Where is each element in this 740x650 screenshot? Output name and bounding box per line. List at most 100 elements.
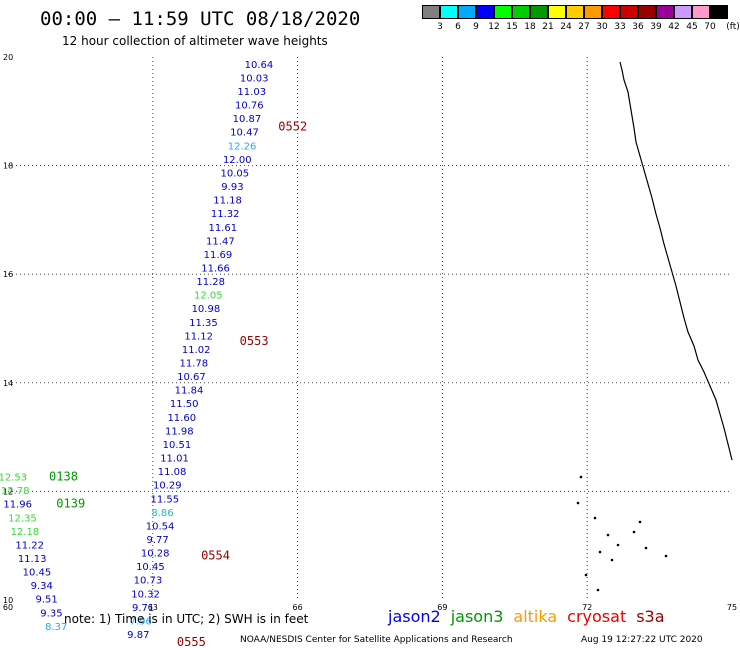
x-tick-label: 75 [727, 603, 737, 612]
wave-height-value: 12.78 [1, 486, 30, 497]
x-tick-label: 63 [148, 603, 158, 612]
wave-height-value: 11.01 [160, 454, 189, 465]
legend-unit: (ft) [726, 22, 740, 32]
island [644, 546, 648, 550]
wave-height-value: 11.78 [180, 359, 209, 370]
wave-height-value: 10.76 [235, 101, 264, 112]
wave-height-value: 9.35 [40, 608, 62, 619]
wave-height-value: 12.00 [223, 155, 252, 166]
legend-label: 24 [560, 22, 572, 32]
legend-swatch [476, 5, 494, 19]
legend-swatch [422, 5, 440, 19]
wave-height-value: 12.05 [194, 291, 223, 302]
wave-height-value: 12.18 [11, 527, 40, 538]
map-title: 00:00 – 11:59 UTC 08/18/2020 [40, 8, 361, 30]
wave-height-value: 9.93 [221, 182, 243, 193]
wave-height-value: 11.96 [3, 500, 32, 511]
wave-height-value: 7.96 [130, 616, 152, 627]
y-tick-label: 20 [3, 53, 13, 62]
island [598, 550, 602, 554]
island [610, 558, 614, 562]
wave-height-value: 8.86 [151, 508, 173, 519]
legend-label: 9 [473, 22, 479, 32]
legend-label: 42 [668, 22, 680, 32]
legend-label: 33 [614, 22, 626, 32]
wave-height-value: 11.55 [151, 494, 180, 505]
legend-swatch [494, 5, 512, 19]
island [638, 520, 642, 524]
y-tick-label: 10 [3, 596, 13, 605]
wave-height-value: 12.26 [228, 141, 257, 152]
satellite-name: cryosat [567, 607, 627, 626]
wave-height-value: 11.18 [213, 196, 242, 207]
legend-swatch [656, 5, 674, 19]
wave-height-value: 11.02 [182, 345, 211, 356]
legend-swatch [530, 5, 548, 19]
x-tick-label: 69 [437, 603, 447, 612]
pass-time-label: 0553 [240, 334, 269, 348]
satellite-legend: jason2 jason3 altika cryosat s3a [388, 607, 675, 626]
wave-height-value: 9.34 [31, 581, 53, 592]
legend-swatch [440, 5, 458, 19]
coastline [619, 61, 733, 461]
island [579, 475, 583, 479]
legend-label: 39 [650, 22, 662, 32]
wave-height-value: 10.98 [192, 304, 221, 315]
y-tick-label: 16 [3, 270, 13, 279]
wave-height-value: 11.66 [201, 263, 230, 274]
legend-swatch [548, 5, 566, 19]
x-tick-label: 72 [582, 603, 592, 612]
legend-swatch [710, 5, 728, 19]
wave-height-value: 10.05 [221, 168, 250, 179]
y-tick-label: 18 [3, 162, 13, 171]
wave-height-value: 11.50 [170, 399, 199, 410]
y-tick-label: 14 [3, 379, 13, 388]
island [593, 516, 597, 520]
wave-height-value: 11.69 [204, 250, 233, 261]
island [606, 533, 610, 537]
island [664, 554, 668, 558]
legend-label: 18 [524, 22, 536, 32]
legend-label: 12 [488, 22, 500, 32]
wave-height-value: 10.45 [136, 562, 165, 573]
wave-height-value: 11.22 [15, 540, 44, 551]
wave-height-value: 9.77 [146, 535, 168, 546]
legend-label: 36 [632, 22, 644, 32]
satellite-name: s3a [636, 607, 665, 626]
legend-label: 21 [542, 22, 554, 32]
legend-swatch [620, 5, 638, 19]
wave-height-value: 10.28 [141, 549, 170, 560]
wave-height-value: 11.98 [165, 426, 194, 437]
color-legend: 3 6 9 12 15 18 21 24 27 30 33 36 39 42 45 70 (ft) [422, 5, 740, 37]
island [616, 543, 620, 547]
wave-height-value: 9.51 [35, 595, 57, 606]
legend-label: 30 [596, 22, 608, 32]
pass-time-label: 0552 [278, 119, 307, 133]
wave-height-value: 10.32 [131, 589, 160, 600]
credit-text: NOAA/NESDIS Center for Satellite Applica… [240, 635, 513, 645]
legend-swatch [692, 5, 710, 19]
legend-swatch [674, 5, 692, 19]
legend-label: 27 [578, 22, 590, 32]
pass-time-label: 0554 [201, 548, 230, 562]
pass-time-label: 0138 [49, 470, 78, 484]
legend-label: 3 [437, 22, 443, 32]
legend-label: 70 [704, 22, 716, 32]
wave-height-value: 12.35 [8, 513, 37, 524]
wave-height-value: 8.37 [45, 622, 67, 633]
wave-height-value: 9.87 [127, 630, 149, 641]
satellite-name: jason2 [388, 607, 441, 626]
wave-height-value: 10.67 [177, 372, 206, 383]
legend-label: 45 [686, 22, 698, 32]
legend-swatch [638, 5, 656, 19]
wave-height-value: 10.03 [240, 73, 269, 84]
wave-height-value: 10.64 [245, 60, 274, 71]
wave-height-value: 9.71 [132, 603, 154, 614]
wave-height-value: 10.54 [146, 521, 175, 532]
legend-swatch [602, 5, 620, 19]
wave-height-value: 11.03 [237, 87, 266, 98]
wave-height-value: 11.13 [18, 554, 47, 565]
wave-height-value: 10.29 [153, 481, 182, 492]
island [584, 573, 588, 577]
wave-height-value: 11.84 [175, 386, 204, 397]
